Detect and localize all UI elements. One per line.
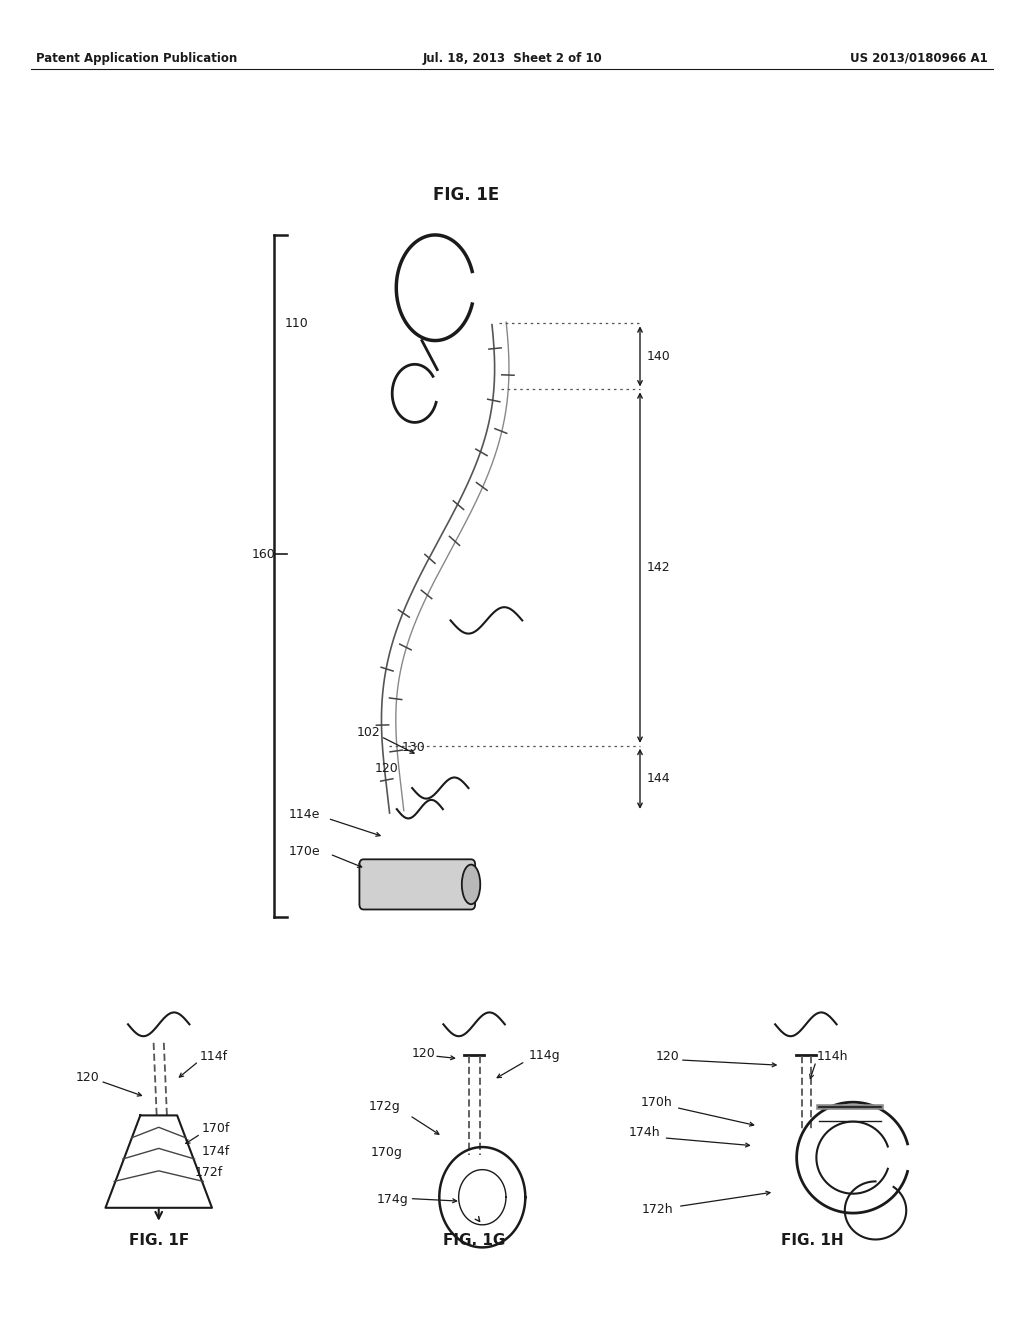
Text: 170e: 170e [289,845,321,858]
Ellipse shape [462,865,480,904]
Text: 130: 130 [401,741,425,754]
Text: 120: 120 [375,762,398,775]
Text: US 2013/0180966 A1: US 2013/0180966 A1 [850,51,988,65]
Text: 172f: 172f [195,1166,223,1179]
Text: 170h: 170h [641,1096,673,1109]
Text: Patent Application Publication: Patent Application Publication [36,51,238,65]
Text: FIG. 1H: FIG. 1H [780,1233,844,1249]
Text: 110: 110 [285,317,308,330]
Text: 140: 140 [647,350,671,363]
Text: FIG. 1F: FIG. 1F [129,1233,188,1249]
Text: FIG. 1G: FIG. 1G [443,1233,505,1249]
Text: 174h: 174h [629,1126,660,1139]
Text: 170g: 170g [371,1146,402,1159]
Text: 144: 144 [647,772,671,785]
Text: 114f: 114f [200,1049,227,1063]
Text: 174f: 174f [202,1144,230,1158]
Text: 114h: 114h [817,1049,849,1063]
Text: 102: 102 [356,726,380,739]
Text: 160: 160 [252,548,275,561]
Text: 174g: 174g [377,1193,409,1206]
Text: Jul. 18, 2013  Sheet 2 of 10: Jul. 18, 2013 Sheet 2 of 10 [422,51,602,65]
Text: 170f: 170f [202,1122,230,1135]
Text: 142: 142 [647,561,671,574]
Text: 172g: 172g [369,1100,400,1113]
Text: 120: 120 [412,1047,435,1060]
Text: FIG. 1E: FIG. 1E [433,186,499,205]
Text: 172h: 172h [642,1203,674,1216]
Text: 114g: 114g [528,1049,560,1063]
Text: 120: 120 [655,1049,679,1063]
Text: 120: 120 [76,1071,99,1084]
FancyBboxPatch shape [359,859,475,909]
Text: 114e: 114e [289,808,321,821]
